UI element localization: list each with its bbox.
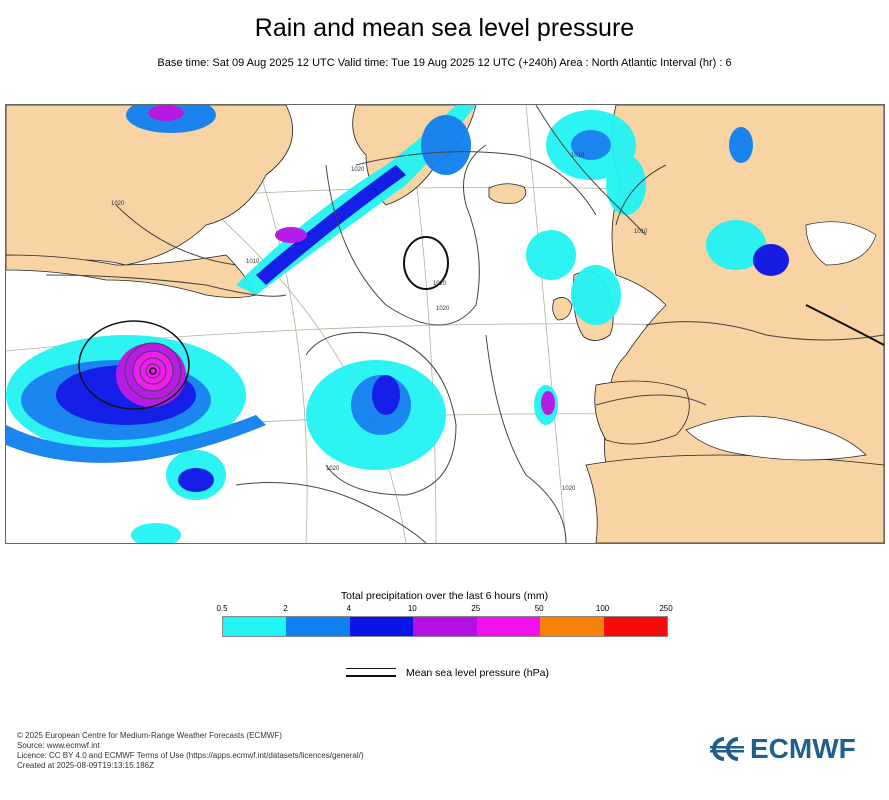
footer-source[interactable]: Source: www.ecmwf.int: [17, 741, 100, 750]
isobar-label: 1020: [326, 466, 340, 472]
colorbar-segment: [603, 617, 667, 636]
legend-tick: 50: [534, 604, 544, 613]
isobar-label: 1020: [436, 306, 450, 312]
precip-colorbar: [222, 616, 668, 637]
colorbar-segment: [349, 617, 414, 636]
ecmwf-logo[interactable]: ECMWF: [706, 733, 856, 765]
mslp-line-sample: [346, 666, 396, 680]
legend-tick: 2: [283, 604, 288, 613]
land-ireland: [552, 297, 573, 321]
footer-credits: © 2025 European Centre for Medium-Range …: [17, 731, 364, 771]
isobar-label: 1020: [111, 201, 125, 207]
land-iberia: [594, 380, 690, 445]
land-north-africa: [585, 454, 884, 543]
isobar-label: 1010: [246, 259, 260, 265]
precipitation-field: [6, 105, 789, 543]
mslp-legend-label: Mean sea level pressure (hPa): [406, 667, 549, 679]
legend-tick: 250: [659, 604, 673, 613]
map-canvas: 1020 1010 1020 1020 1020 1020 1010 1020 …: [6, 105, 884, 543]
colorbar-segment: [286, 617, 350, 636]
legend-tick: 100: [595, 604, 610, 613]
page-title: Rain and mean sea level pressure: [254, 14, 635, 42]
isobar-label: 1020: [351, 167, 365, 173]
colorbar-segment: [476, 617, 541, 636]
precip-legend-ticks: 0.5 2 4 10 25 50 100 250: [216, 604, 672, 616]
mslp-legend: Mean sea level pressure (hPa): [346, 664, 549, 682]
ecmwf-logo-text: ECMWF: [750, 733, 856, 764]
land-iceland: [488, 183, 527, 204]
isobar-label: 1020: [433, 281, 447, 287]
isobar-label: 1010: [634, 229, 648, 235]
inland-seas: [685, 221, 877, 461]
footer-created: Created at 2025-08-09T19:13:15.186Z: [17, 761, 154, 770]
weather-map[interactable]: 1020 1010 1020 1020 1020 1020 1010 1020 …: [5, 104, 885, 544]
footer-copyright: © 2025 European Centre for Medium-Range …: [17, 731, 282, 740]
legend-tick: 0.5: [216, 604, 228, 613]
footer-licence[interactable]: Licence: CC BY 4.0 and ECMWF Terms of Us…: [17, 751, 364, 760]
page-subtitle: Base time: Sat 09 Aug 2025 12 UTC Valid …: [157, 57, 732, 69]
legend-tick: 25: [471, 604, 481, 613]
isobar-label: 1020: [562, 486, 576, 492]
colorbar-segment: [540, 617, 604, 636]
legend-tick: 10: [407, 604, 417, 613]
legend-tick: 4: [346, 604, 352, 613]
colorbar-segment: [223, 617, 287, 636]
colorbar-segment: [413, 617, 477, 636]
ecmwf-logo-icon: [710, 737, 744, 761]
isobars: [45, 105, 884, 543]
precip-legend-title: Total precipitation over the last 6 hour…: [340, 590, 549, 602]
isobar-label: 1010: [571, 153, 585, 159]
